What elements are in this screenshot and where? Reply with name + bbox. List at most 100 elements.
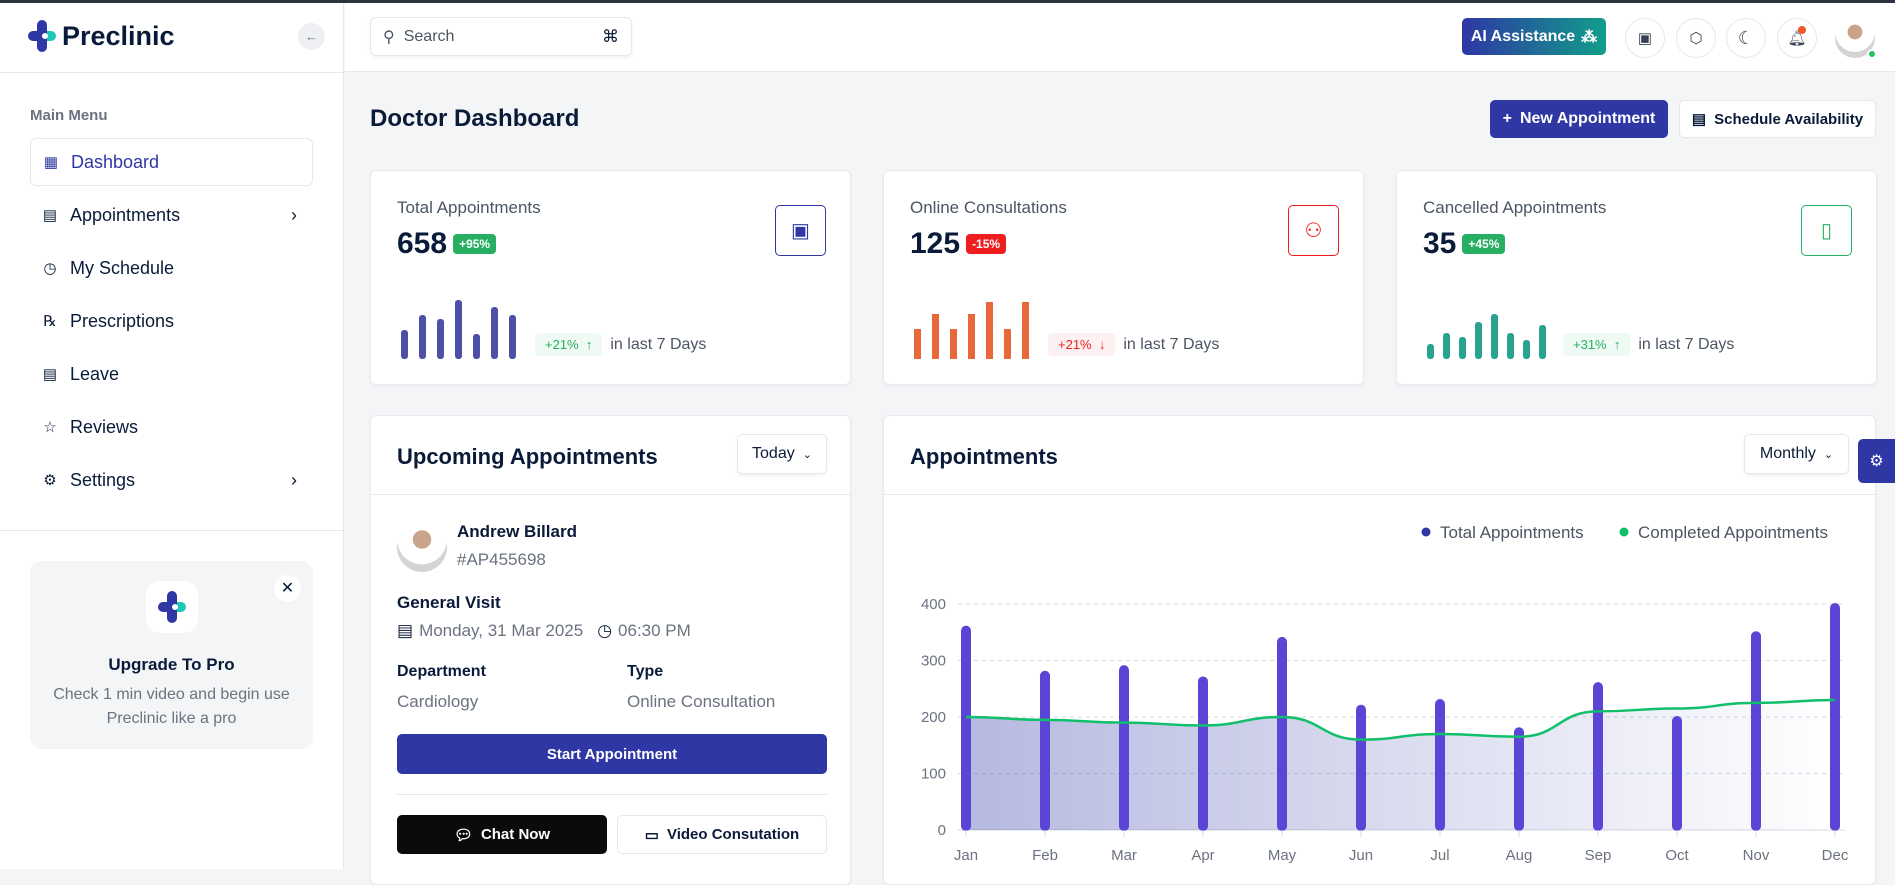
stat-icon: ⚇ xyxy=(1288,205,1339,256)
moon-icon: ☾ xyxy=(1737,27,1755,48)
start-appointment-button[interactable]: Start Appointment xyxy=(397,734,827,774)
search-placeholder: Search xyxy=(403,27,455,45)
sidebar-item-label: Reviews xyxy=(70,416,139,437)
search-input[interactable]: ⚲ Search ⌘ xyxy=(370,17,632,56)
mini-bar xyxy=(1004,329,1011,359)
close-upgrade-button[interactable]: ✕ xyxy=(274,575,301,602)
x-tick-label: May xyxy=(1268,847,1297,864)
appointment-time: 06:30 PM xyxy=(618,621,691,640)
divider xyxy=(884,494,1875,495)
bell-icon: 🔔︎ xyxy=(1787,30,1807,47)
mini-bar-chart xyxy=(401,300,516,359)
collapse-sidebar-button[interactable]: ← xyxy=(298,23,325,50)
x-tick-label: Oct xyxy=(1665,847,1689,864)
new-appointment-button[interactable]: + New Appointment xyxy=(1490,100,1668,138)
video-consultation-button[interactable]: ▭ Video Consutation xyxy=(617,815,827,854)
stat-label: Total Appointments xyxy=(397,198,541,217)
x-tick-label: Jun xyxy=(1349,847,1373,864)
mini-bar xyxy=(1459,337,1466,359)
calendar-clock-icon: ▤ xyxy=(1691,111,1707,128)
online-status-dot xyxy=(1867,49,1877,59)
theme-toggle-button[interactable]: ☾ xyxy=(1726,18,1766,58)
upgrade-title: Upgrade To Pro xyxy=(108,655,235,674)
menu-icon: ▦ xyxy=(43,154,59,171)
change-badge: +45% xyxy=(1462,234,1506,254)
mini-bar xyxy=(437,319,444,359)
appointment-id: #AP455698 xyxy=(457,550,546,569)
schedule-availability-label: Schedule Availability xyxy=(1714,110,1864,128)
patient-avatar xyxy=(397,522,447,572)
settings-button[interactable]: ⬡ xyxy=(1676,18,1716,58)
sidebar-item-reviews[interactable]: ☆ Reviews xyxy=(30,403,313,451)
upgrade-card: ✕ Upgrade To Pro Check 1 min video and b… xyxy=(30,561,313,749)
mini-bar xyxy=(1475,322,1482,359)
department-value: Cardiology xyxy=(397,692,479,711)
trend-pill: +31% ↑ xyxy=(1563,333,1631,356)
stat-icon: ▣ xyxy=(775,205,826,256)
mini-bar xyxy=(1507,333,1514,359)
new-appointment-label: New Appointment xyxy=(1519,110,1656,127)
type-label: Type xyxy=(627,663,664,680)
upcoming-appointments-card: Upcoming Appointments Today ⌄ Andrew Bill… xyxy=(370,415,851,885)
gear-icon: ⚙ xyxy=(1869,453,1884,470)
notifications-button[interactable]: 🔔︎ xyxy=(1777,18,1817,58)
settings-icon: ⬡ xyxy=(1689,30,1703,47)
chat-now-button[interactable]: 💬︎ Chat Now xyxy=(397,815,607,854)
ai-assistance-button[interactable]: AI Assistance ⁂ xyxy=(1462,18,1606,55)
chevron-down-icon: ⌄ xyxy=(802,448,812,461)
mini-bar xyxy=(491,307,498,359)
sidebar-item-my-schedule[interactable]: ◷ My Schedule xyxy=(30,244,313,292)
divider xyxy=(0,72,344,73)
close-icon: ✕ xyxy=(280,580,295,597)
y-tick-label: 400 xyxy=(921,596,946,613)
sidebar-item-appointments[interactable]: ▤ Appointments › xyxy=(30,191,313,239)
period-filter-dropdown[interactable]: Monthly ⌄ xyxy=(1744,434,1849,474)
sidebar-item-prescriptions[interactable]: ℞ Prescriptions xyxy=(30,297,313,345)
mini-bar-chart xyxy=(1427,314,1546,359)
mini-bar xyxy=(914,329,921,359)
brand-name: Preclinic xyxy=(62,20,175,51)
sidebar-item-label: My Schedule xyxy=(70,257,175,278)
trend-arrow-icon: ↑ xyxy=(585,337,593,352)
menu-section-label: Main Menu xyxy=(30,107,108,124)
stat-value: 658 xyxy=(397,227,448,260)
x-tick-label: Aug xyxy=(1506,847,1533,864)
change-badge: +95% xyxy=(453,234,497,254)
x-tick-label: Dec xyxy=(1822,847,1849,864)
mini-bar xyxy=(473,334,480,359)
mini-bar xyxy=(509,315,516,359)
upgrade-text: Check 1 min video and begin use Preclini… xyxy=(53,686,290,727)
dropdown-value: Monthly xyxy=(1759,445,1816,462)
trend-pill: +21% ↑ xyxy=(535,333,603,356)
mini-bar xyxy=(1523,340,1530,359)
sidebar-item-settings[interactable]: ⚙ Settings › xyxy=(30,456,313,504)
legend-label: Completed Appointments xyxy=(1638,523,1828,542)
appointments-chart: 0 100 200 300 400 Jan Feb Mar Apr May Jun Jul Aug Sep… xyxy=(921,523,1849,864)
sidebar-item-leave[interactable]: ▤ Leave xyxy=(30,350,313,398)
sidebar-item-label: Dashboard xyxy=(71,151,160,172)
sidebar-item-label: Prescriptions xyxy=(70,310,175,331)
trend-text: in last 7 Days xyxy=(1123,335,1220,353)
stat-value: 35 xyxy=(1423,227,1457,260)
trend-text: in last 7 Days xyxy=(1638,335,1735,353)
mini-bar xyxy=(1443,333,1450,359)
mini-bar xyxy=(1491,314,1498,359)
appointment-date: Monday, 31 Mar 2025 xyxy=(419,621,584,640)
arrow-left-icon: ← xyxy=(305,29,318,44)
x-tick-label: Feb xyxy=(1032,847,1058,864)
completed-area xyxy=(966,700,1835,830)
sidebar-item-label: Leave xyxy=(70,363,120,384)
sidebar-item-dashboard[interactable]: ▦ Dashboard xyxy=(30,138,313,186)
stat-icon: ▯ xyxy=(1801,205,1852,256)
menu-icon: ⚙ xyxy=(43,472,57,489)
mini-bar xyxy=(986,302,993,359)
date-filter-dropdown[interactable]: Today ⌄ xyxy=(737,434,827,474)
logo[interactable]: Preclinic xyxy=(28,20,175,52)
stat-value: 125 xyxy=(910,227,961,260)
theme-settings-button[interactable]: ⚙ xyxy=(1858,439,1895,483)
schedule-availability-button[interactable]: ▤ Schedule Availability xyxy=(1679,100,1876,138)
divider xyxy=(0,530,344,531)
trend-text: in last 7 Days xyxy=(610,335,707,353)
calendar-button[interactable]: ▣ xyxy=(1625,18,1665,58)
mini-bar xyxy=(1022,302,1029,359)
